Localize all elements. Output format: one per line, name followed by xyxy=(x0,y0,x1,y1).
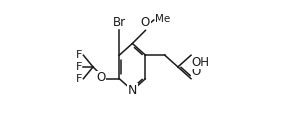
Text: F: F xyxy=(76,62,82,72)
Text: O: O xyxy=(96,71,105,84)
Text: O: O xyxy=(192,65,201,78)
Text: OH: OH xyxy=(192,56,210,69)
Text: F: F xyxy=(76,74,82,84)
Text: O: O xyxy=(141,16,150,29)
Text: Br: Br xyxy=(113,16,126,29)
Text: Me: Me xyxy=(155,14,170,24)
Text: N: N xyxy=(128,84,137,97)
Text: F: F xyxy=(76,50,82,60)
